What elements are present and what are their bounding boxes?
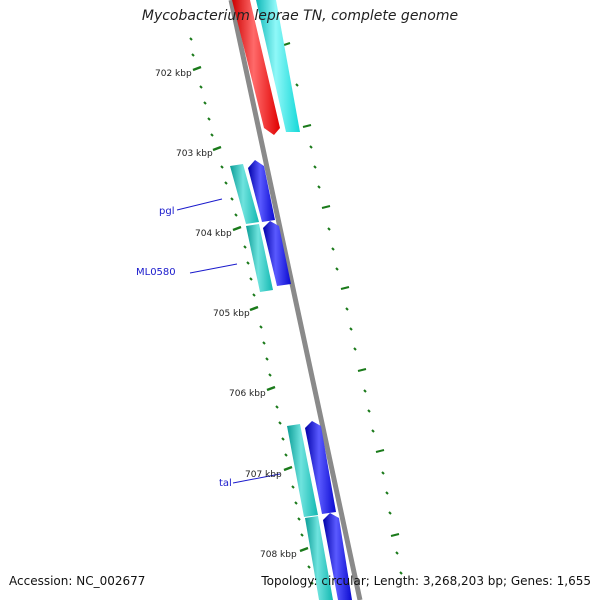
outer-tick (353, 347, 357, 351)
major-tick-706 (266, 385, 276, 392)
inner-tick (284, 453, 288, 457)
inner-tick (230, 197, 234, 201)
major-tick-703 (212, 145, 222, 152)
gene-feature-pgl-blue[interactable] (248, 160, 275, 222)
inner-tick (278, 421, 282, 425)
outer-tick (381, 471, 385, 475)
inner-tick (310, 581, 314, 585)
outer-tick (395, 551, 399, 555)
inner-tick (294, 501, 298, 505)
inner-major-ticks (192, 65, 309, 553)
inner-tick (243, 245, 247, 249)
scale-label-703: 703 kbp (176, 149, 213, 159)
outer-tick (317, 185, 321, 189)
scale-label-706: 706 kbp (229, 389, 266, 399)
outer-tick (363, 389, 367, 393)
inner-tick (300, 533, 304, 537)
inner-tick (203, 101, 207, 105)
major-tick-705 (249, 305, 259, 312)
gene-label-tal[interactable]: tal (219, 478, 232, 489)
outer-tick (345, 307, 349, 311)
outer-tick (349, 327, 353, 331)
inner-tick (189, 37, 193, 41)
outer-tick (309, 145, 313, 149)
inner-tick (275, 405, 279, 409)
inner-tick (210, 133, 214, 137)
outer-tick (302, 124, 312, 128)
outer-tick (367, 409, 371, 413)
ml0580-leader-line (189, 263, 238, 274)
scale-label-705: 705 kbp (213, 309, 250, 319)
inner-tick (234, 213, 238, 217)
pgl-leader-line (176, 198, 223, 211)
inner-tick (268, 373, 272, 377)
major-tick-702 (192, 65, 202, 72)
scale-label-707: 707 kbp (245, 470, 282, 480)
scale-label-704: 704 kbp (195, 229, 232, 239)
inner-tick (199, 85, 203, 89)
scale-label-702: 702 kbp (155, 69, 192, 79)
tal-leader-line (232, 473, 281, 484)
inner-tick (307, 565, 311, 569)
inner-tick (259, 325, 263, 329)
gene-feature-ml0580-blue[interactable] (263, 221, 291, 286)
outer-tick (388, 511, 392, 515)
major-tick-707 (283, 465, 293, 472)
outer-tick (375, 449, 385, 453)
gene-label-pgl[interactable]: pgl (159, 206, 174, 217)
major-tick-708 (299, 546, 309, 553)
inner-tick (224, 181, 228, 185)
inner-tick (265, 357, 269, 361)
outer-tick (295, 83, 299, 87)
outer-tick (327, 227, 331, 231)
inner-tick (291, 485, 295, 489)
gene-feature-tal-blue[interactable] (305, 421, 336, 514)
outer-tick (335, 267, 339, 271)
gene-feature-pgl-teal[interactable] (230, 164, 259, 224)
inner-tick (262, 341, 266, 345)
gene-feature-bottom-blue[interactable] (323, 513, 352, 600)
inner-tick (249, 277, 253, 281)
map-title: Mycobacterium leprae TN, complete genome (141, 8, 459, 24)
gene-feature-red[interactable] (232, 0, 280, 135)
inner-tick (220, 165, 224, 169)
scale-label-708: 708 kbp (260, 550, 297, 560)
outer-tick (321, 205, 331, 209)
inner-tick (207, 117, 211, 121)
outer-tick-ring (283, 42, 403, 575)
inner-tick (246, 261, 250, 265)
gene-feature-tal-teal[interactable] (287, 424, 318, 517)
inner-tick (252, 293, 256, 297)
outer-tick (399, 571, 403, 575)
outer-tick (340, 286, 350, 290)
outer-tick (283, 42, 291, 46)
major-tick-704 (232, 225, 242, 232)
inner-tick (297, 517, 301, 521)
gene-feature-cyan[interactable] (256, 0, 300, 132)
outer-tick (357, 368, 367, 372)
inner-tick-ring (189, 37, 314, 585)
gene-feature-ml0580-teal[interactable] (246, 224, 273, 292)
inner-tick (191, 53, 195, 57)
gene-feature-bottom-teal[interactable] (305, 516, 333, 600)
gene-label-ml0580[interactable]: ML0580 (136, 267, 176, 278)
backbone-line (228, 0, 363, 600)
inner-tick (281, 437, 285, 441)
outer-tick (313, 165, 317, 169)
accession-text: Accession: NC_002677 (9, 574, 146, 588)
outer-tick (331, 247, 335, 251)
genome-summary-text: Topology: circular; Length: 3,268,203 bp… (261, 574, 591, 588)
outer-tick (390, 533, 400, 537)
outer-tick (371, 429, 375, 433)
outer-tick (385, 491, 389, 495)
